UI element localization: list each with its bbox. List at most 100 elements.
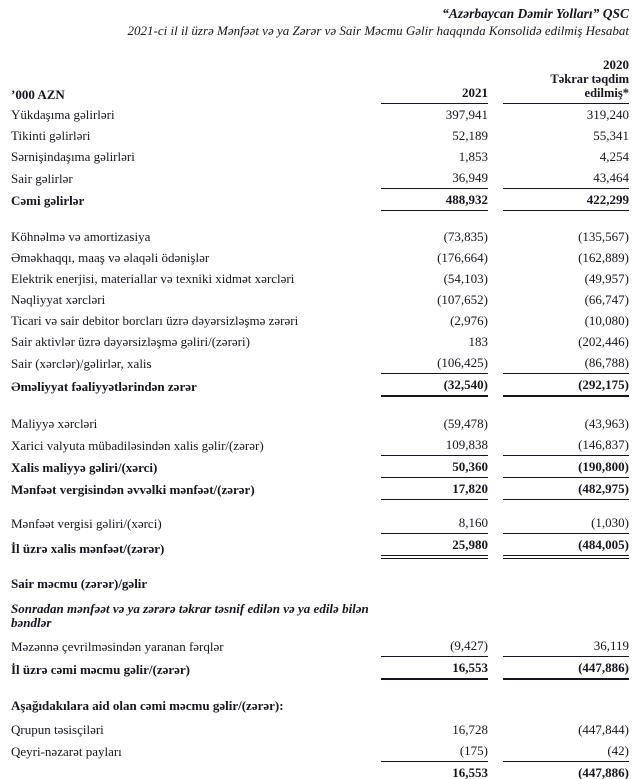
table-row: Məzənnə çevrilməsindən yaranan fərqlər (9… — [11, 635, 629, 657]
value-2020: (1,030) — [503, 512, 629, 534]
row-label: Aşağıdakılara aid olan cəmi məcmu gəlir/… — [11, 698, 284, 713]
value-2020: (66,747) — [584, 292, 629, 307]
value-2021: 397,941 — [445, 107, 488, 122]
value-2021: 109,838 — [381, 434, 488, 456]
value-2021 — [381, 626, 488, 633]
statement-subtitle: 2021-ci il il üzrə Mənfəət və ya Zərər v… — [127, 23, 629, 38]
table-row: Sərnişindaşıma gəlirləri 1,853 4,254 — [11, 146, 629, 167]
value-2021: 16,728 — [452, 722, 488, 737]
value-2020: (482,975) — [503, 478, 629, 500]
column-year-2020: 2020 — [603, 57, 629, 72]
section-header-row: Sonradan mənfəət və ya zərərə təkrar təs… — [11, 598, 629, 633]
table-row: Qrupun təsisçiləri 16,728 (447,844) — [11, 719, 629, 740]
value-2020: (202,446) — [578, 334, 629, 349]
row-label: İl üzrə cəmi məcmu gəlir/(zərər) — [11, 662, 191, 677]
table-row: İl üzrə xalis mənfəət/(zərər) 25,980 (484,… — [11, 534, 629, 559]
value-2020: (10,080) — [584, 313, 629, 328]
value-2020: (42) — [503, 740, 629, 762]
value-2020 — [503, 709, 629, 716]
value-2020: 4,254 — [599, 149, 629, 164]
value-2020 — [503, 587, 629, 594]
value-2021: 16,553 — [381, 762, 488, 779]
table-row: Elektrik enerjisi, materiallar və texnik… — [11, 268, 629, 289]
row-label: Əməliyyat fəaliyyətlərindən zərər — [11, 379, 197, 394]
value-2021: (107,652) — [437, 292, 488, 307]
value-2021: (2,976) — [450, 313, 488, 328]
table-row: İl üzrə cəmi məcmu gəlir/(zərər) 16,553 (4… — [11, 657, 629, 680]
value-2021: 183 — [468, 334, 489, 349]
row-label: Mənfəət vergisindən əvvəlki mənfəət/(zər… — [11, 482, 255, 497]
value-2020: 36,119 — [503, 635, 629, 657]
row-label: Əməkhaqqı, maaş və əlaqəli ödənişlər — [11, 250, 210, 265]
value-2021: (59,478) — [443, 416, 488, 431]
row-label: Nəqliyyat xərcləri — [11, 292, 106, 307]
row-label: Köhnəlmə və amortizasiya — [11, 229, 151, 244]
value-2020: (146,837) — [503, 434, 629, 456]
value-2020: 422,299 — [503, 189, 629, 211]
table-row: Xarici valyuta mübadiləsindən xalis gəli… — [11, 434, 629, 456]
value-2020: (447,886) — [503, 657, 629, 680]
row-label: Xarici valyuta mübadiləsindən xalis gəli… — [11, 438, 264, 453]
restated-note: Təkrar təqdim edilmiş* — [550, 72, 629, 100]
value-2021: (73,835) — [443, 229, 488, 244]
table-row: Cəmi gəlirlər 488,932 422,299 — [11, 189, 629, 211]
value-2021: 16,553 — [381, 657, 488, 680]
row-label: Elektrik enerjisi, materiallar və texnik… — [11, 271, 295, 286]
section-header-row: Sair məcmu (zərər)/gəlir — [11, 573, 629, 594]
rows: Yükdaşıma gəlirləri 397,941 319,240 Tikinti… — [11, 104, 629, 779]
row-label: Qeyri-nəzarət payları — [11, 744, 122, 759]
table-row: Qeyri-nəzarət payları (175) (42) — [11, 740, 629, 762]
value-2020: (49,957) — [584, 271, 629, 286]
table-row: Nəqliyyat xərcləri (107,652) (66,747) — [11, 289, 629, 310]
table-row: Tikinti gəlirləri 52,189 55,341 — [11, 125, 629, 146]
table-row: Sair (xərclər)/gəlirlər, xalis (106,425) (… — [11, 352, 629, 374]
value-2020: (447,844) — [578, 722, 629, 737]
table-row: Sair aktivlər üzrə dəyərsizləşmə gəliri/… — [11, 331, 629, 352]
row-label: Ticari və sair debitor borcları üzrə dəy… — [11, 313, 299, 328]
section-header-row: Aşağıdakılara aid olan cəmi məcmu gəlir/… — [11, 695, 629, 716]
value-2021: 36,949 — [381, 167, 488, 189]
table-header-row: ’000 AZN 2021 2020 Təkrar təqdim edilmiş… — [11, 53, 629, 104]
table-row: Mənfəət vergisindən əvvəlki mənfəət/(zər… — [11, 478, 629, 500]
value-2021 — [381, 709, 488, 716]
table-row: Yükdaşıma gəlirləri 397,941 319,240 — [11, 104, 629, 125]
value-2020: (43,963) — [584, 416, 629, 431]
row-label: Sair (xərclər)/gəlirlər, xalis — [11, 356, 152, 371]
value-2020 — [503, 626, 629, 633]
row-label: Xalis maliyyə gəliri/(xərci) — [11, 460, 158, 475]
value-2020: (86,788) — [503, 352, 629, 374]
value-2021: (175) — [381, 740, 488, 762]
table-row: Ticari və sair debitor borcları üzrə dəy… — [11, 310, 629, 331]
value-2021: (106,425) — [381, 352, 488, 374]
value-2020: 43,464 — [503, 167, 629, 189]
value-2021: 488,932 — [381, 189, 488, 211]
value-2020: (447,886) — [503, 762, 629, 779]
row-label: Maliyyə xərcləri — [11, 416, 98, 431]
row-label: Sair məcmu (zərər)/gəlir — [11, 576, 148, 591]
value-2021: 50,360 — [381, 456, 488, 478]
value-2020: (135,567) — [578, 229, 629, 244]
table-row: Əməliyyat fəaliyyətlərindən zərər (32,540… — [11, 374, 629, 397]
row-label: İl üzrə xalis mənfəət/(zərər) — [11, 541, 165, 556]
row-label: Sair aktivlər üzrə dəyərsizləşmə gəliri/… — [11, 334, 250, 349]
value-2020: (484,005) — [503, 534, 629, 559]
value-2021 — [381, 587, 488, 594]
value-2021: (54,103) — [443, 271, 488, 286]
row-label: Sair gəlirlər — [11, 171, 73, 186]
table-row: Xalis maliyyə gəliri/(xərci) 50,360 (190,8… — [11, 456, 629, 478]
column-year-2021: 2021 — [462, 85, 488, 100]
value-2020: (162,889) — [578, 250, 629, 265]
value-2021: 17,820 — [381, 478, 488, 500]
value-2020: 55,341 — [593, 128, 629, 143]
column-header-2020: 2020 Təkrar təqdim edilmiş* — [503, 53, 629, 104]
table-row: Mənfəət vergisi gəliri/(xərci) 8,160 (1,03… — [11, 512, 629, 534]
value-2020: 319,240 — [586, 107, 629, 122]
value-2021: 8,160 — [381, 512, 488, 534]
unit-label: ’000 AZN — [11, 87, 65, 102]
table-row: 16,553 (447,886) — [11, 762, 629, 779]
table-row: Köhnəlmə və amortizasiya (73,835) (135,567… — [11, 226, 629, 247]
value-2021: 25,980 — [381, 534, 488, 559]
row-label: Tikinti gəlirləri — [11, 128, 91, 143]
value-2021: 52,189 — [452, 128, 488, 143]
